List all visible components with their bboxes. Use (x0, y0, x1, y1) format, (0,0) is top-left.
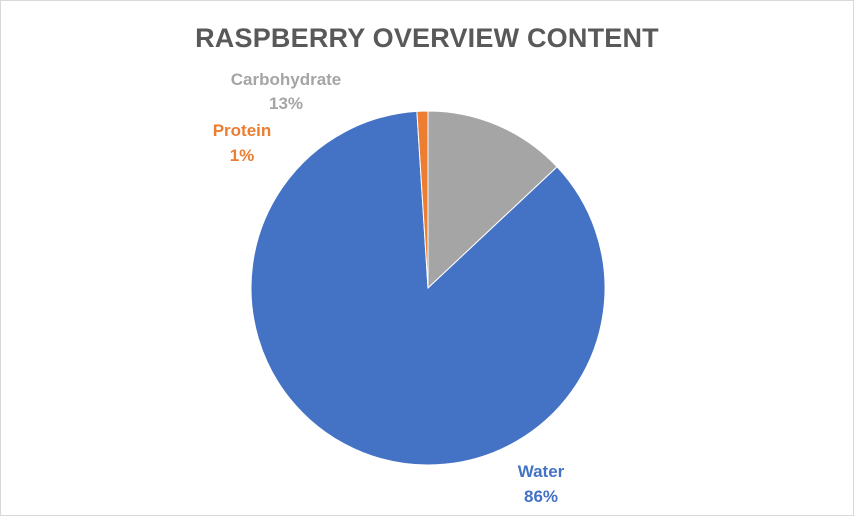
data-label-carbohydrate-percent: 13% (269, 94, 303, 113)
pie-slice-carbohydrate (427, 110, 558, 290)
data-label-water-percent: 86% (524, 487, 558, 506)
data-label-water-name: Water (518, 462, 565, 481)
data-label-protein-name: Protein (213, 121, 272, 140)
data-label-protein-percent: 1% (230, 146, 255, 165)
data-label-carbohydrate-name: Carbohydrate (231, 70, 342, 89)
chart-title: RASPBERRY OVERVIEW CONTENT (195, 23, 659, 53)
pie-slice-water (250, 110, 606, 466)
pie-slice-protein (416, 110, 429, 289)
